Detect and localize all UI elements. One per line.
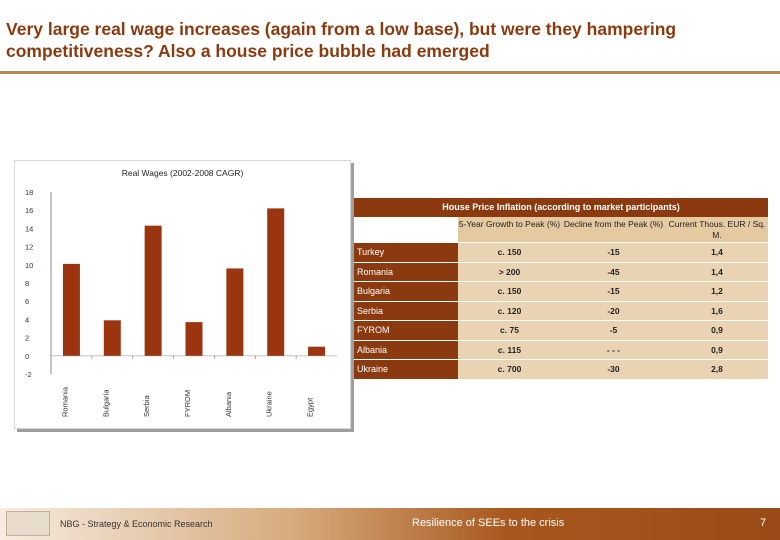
price-cell: 0,9 <box>666 321 768 340</box>
country-cell: Bulgaria <box>354 282 458 301</box>
table-row: FYROM c. 75 -5 0,9 <box>354 320 768 340</box>
bar-bulgaria <box>103 320 121 356</box>
title-divider <box>0 71 780 74</box>
growth-cell: c. 115 <box>458 340 561 359</box>
bar-romania <box>62 263 80 356</box>
table-header-row: 5-Year Growth to Peak (%) Decline from t… <box>354 217 768 242</box>
y-tick-label: 14 <box>25 224 33 233</box>
x-category-label: Albania <box>224 391 233 417</box>
real-wages-chart: Real Wages (2002-2008 CAGR) 18 16 14 12 10 8 6… <box>14 160 351 429</box>
header-decline: Decline from the Peak (%) <box>561 217 666 242</box>
y-tick-label: 16 <box>25 206 33 215</box>
chart-canvas: 18 16 14 12 10 8 6 4 2 0 -2 Romania Bulgaria Serbia FY… <box>25 188 337 417</box>
footer-bar: NBG - Strategy & Economic Research Resil… <box>0 508 780 540</box>
decline-cell: -15 <box>561 243 666 262</box>
decline-cell: - - - <box>561 340 666 359</box>
price-cell: 1,4 <box>666 243 768 262</box>
country-cell: Ukraine <box>354 360 458 379</box>
growth-cell: c. 150 <box>458 243 561 262</box>
y-tick-label: 12 <box>25 243 33 252</box>
y-tick-label: 0 <box>25 352 29 361</box>
bar-serbia <box>144 225 162 356</box>
decline-cell: -20 <box>561 301 666 320</box>
footer-presentation-title: Resilience of SEEs to the crisis <box>412 517 565 529</box>
x-category-label: Egypt <box>306 397 315 417</box>
x-category-label: FYROM <box>183 390 192 417</box>
country-cell: Turkey <box>354 243 458 262</box>
table-row: Ukraine c. 700 -30 2,8 <box>354 359 768 379</box>
x-category-label: Romania <box>60 386 69 417</box>
header-growth: 5-Year Growth to Peak (%) <box>458 217 561 242</box>
x-category-label: Ukraine <box>265 391 274 417</box>
table-row: Serbia c. 120 -20 1,6 <box>354 300 768 320</box>
growth-cell: c. 120 <box>458 301 561 320</box>
table-header-blank <box>354 217 458 242</box>
decline-cell: -45 <box>561 262 666 281</box>
house-price-table: House Price Inflation (according to mark… <box>354 198 768 379</box>
bar-ukraine <box>267 208 285 356</box>
price-cell: 1,2 <box>666 282 768 301</box>
chart-title: Real Wages (2002-2008 CAGR) <box>121 168 244 178</box>
decline-cell: -30 <box>561 360 666 379</box>
y-tick-label: 2 <box>25 334 29 343</box>
bar-albania <box>226 268 244 356</box>
price-cell: 1,6 <box>666 301 768 320</box>
growth-cell: > 200 <box>458 262 561 281</box>
table-row: Romania > 200 -45 1,4 <box>354 261 768 281</box>
bar-fyrom <box>185 322 203 356</box>
y-tick-label: 4 <box>25 315 29 324</box>
x-category-label: Bulgaria <box>101 389 110 417</box>
y-tick-label: -2 <box>25 370 32 379</box>
table-body: Turkey c. 150 -15 1,4 Romania > 200 -45 1,4 Bulg… <box>354 242 768 379</box>
country-cell: Romania <box>354 262 458 281</box>
footer-department: NBG - Strategy & Economic Research <box>60 519 213 529</box>
country-cell: Serbia <box>354 301 458 320</box>
price-cell: 0,9 <box>666 340 768 359</box>
growth-cell: c. 700 <box>458 360 561 379</box>
country-cell: FYROM <box>354 321 458 340</box>
page-number: 7 <box>760 517 767 529</box>
price-cell: 2,8 <box>666 360 768 379</box>
price-cell: 1,4 <box>666 262 768 281</box>
slide-title: Very large real wage increases (again fr… <box>6 19 677 61</box>
y-tick-label: 6 <box>25 297 29 306</box>
table-title: House Price Inflation (according to mark… <box>354 198 768 217</box>
bar-egypt <box>308 346 326 356</box>
x-category-label: Serbia <box>142 394 151 417</box>
growth-cell: c. 150 <box>458 282 561 301</box>
table-row: Turkey c. 150 -15 1,4 <box>354 242 768 262</box>
decline-cell: -5 <box>561 321 666 340</box>
table-row: Albania c. 115- - -0,9 <box>354 339 768 359</box>
header-price: Current Thous. EUR / Sq. M. <box>666 217 768 242</box>
y-tick-label: 8 <box>25 279 29 288</box>
growth-cell: c. 75 <box>458 321 561 340</box>
table-row: Bulgaria c. 150 -15 1,2 <box>354 281 768 301</box>
y-tick-label: 10 <box>25 261 33 270</box>
y-tick-label: 18 <box>25 188 33 197</box>
decline-cell: -15 <box>561 282 666 301</box>
nbg-logo <box>6 511 50 536</box>
country-cell: Albania <box>354 340 458 359</box>
